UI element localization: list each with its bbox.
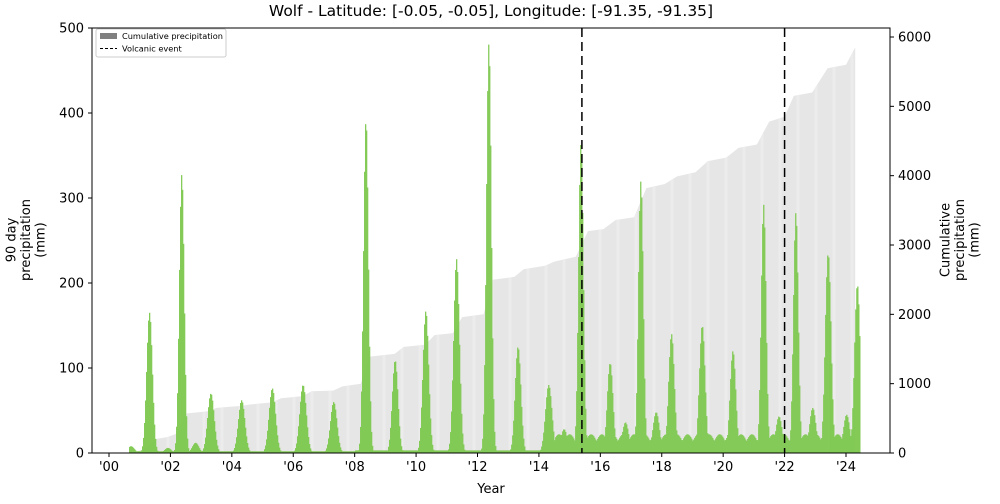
y-left-tick-label: 300 (59, 192, 84, 207)
x-tick-label: '04 (222, 460, 242, 475)
volcanic-event-lines (581, 28, 786, 453)
y-axis-left-label: 90 dayprecipitation(mm) (5, 199, 49, 281)
x-tick-label: '14 (529, 460, 549, 475)
y-right-tick-label: 0 (898, 447, 906, 462)
x-tick-label: '18 (652, 460, 672, 475)
y-right-tick-label: 3000 (898, 239, 931, 254)
legend-label: Cumulative precipitation (122, 31, 223, 41)
y-right-tick-label: 4000 (898, 169, 931, 184)
y-right-tick-label: 1000 (898, 377, 931, 392)
cumulative-area (130, 47, 856, 454)
y-left-tick-label: 500 (59, 22, 84, 37)
x-axis-label: Year (476, 482, 505, 497)
x-tick-label: '10 (406, 460, 426, 475)
legend-box (95, 28, 227, 58)
x-tick-label: '02 (160, 460, 180, 475)
x-tick-label: '06 (283, 460, 303, 475)
y-left-tick-label: 200 (59, 277, 84, 292)
legend-label: Volcanic event (122, 44, 182, 54)
x-tick-label: '20 (713, 460, 733, 475)
y-axis-right: 0 1000 2000 3000 4000 5000 6000 (890, 31, 931, 462)
legend-patch-icon (100, 33, 117, 39)
y-left-tick-label: 400 (59, 107, 84, 122)
x-axis: '00 '02 '04 '06 '08 '10 '12 '14 '16 '18 '20 '22 '24 (99, 453, 856, 475)
x-tick-label: '16 (590, 460, 610, 475)
chart-title: Wolf - Latitude: [-0.05, -0.05], Longitu… (269, 2, 713, 20)
plot-frame (91, 27, 891, 454)
y-axis-left: 0 100 200 300 400 500 (59, 22, 92, 462)
x-tick-label: '24 (836, 460, 856, 475)
y-right-tick-label: 6000 (898, 31, 931, 46)
precipitation-bars (129, 44, 861, 454)
legend: Cumulative precipitation Volcanic event (95, 28, 227, 58)
x-tick-label: '12 (467, 460, 487, 475)
svg-text:90 dayprecipitation(mm): 90 dayprecipitation(mm) (5, 199, 49, 281)
x-tick-label: '22 (775, 460, 795, 475)
y-left-tick-label: 0 (76, 447, 84, 462)
y-right-tick-label: 5000 (898, 100, 931, 115)
y-left-tick-label: 100 (59, 362, 84, 377)
svg-text:Cumulativeprecipitation(mm): Cumulativeprecipitation(mm) (939, 199, 983, 281)
x-tick-label: '08 (345, 460, 365, 475)
y-right-tick-label: 2000 (898, 308, 931, 323)
y-axis-right-label: Cumulativeprecipitation(mm) (939, 199, 983, 281)
x-tick-label: '00 (99, 460, 119, 475)
